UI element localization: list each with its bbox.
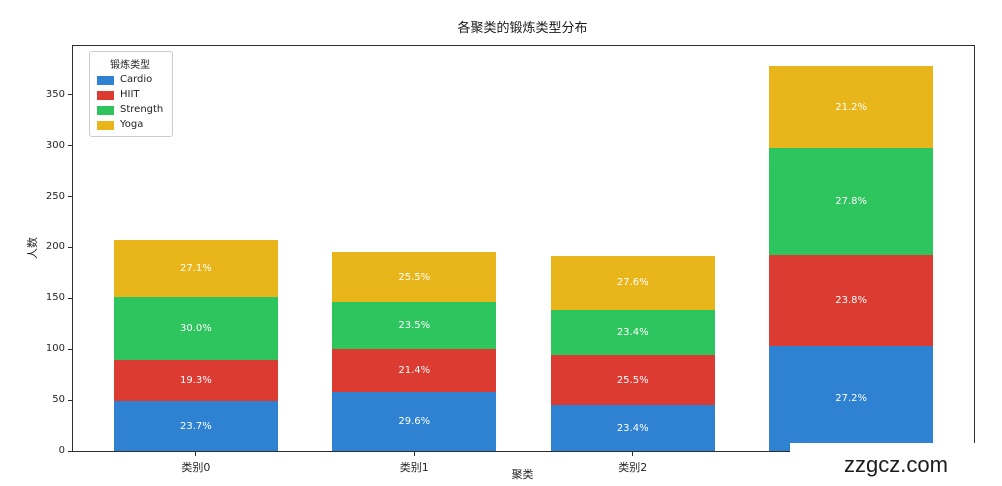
- bar-segment-hiit: 23.8%: [769, 254, 934, 347]
- legend-label: HIIT: [120, 89, 140, 100]
- x-tick-label: 类别2: [618, 461, 648, 474]
- legend-label: Cardio: [120, 74, 153, 85]
- legend-swatch-hiit: [97, 90, 114, 100]
- bar-segment-label: 23.5%: [398, 320, 431, 332]
- bar-segment-label: 23.8%: [835, 294, 868, 306]
- bar-segment-label: 27.6%: [616, 277, 649, 289]
- plot-area: 锻炼类型 Cardio HIIT Strength Yoga 0 50 100 150 200…: [46, 45, 975, 474]
- bar-segment-label: 19.3%: [179, 375, 212, 387]
- legend-label: Yoga: [120, 119, 144, 130]
- bar-segment-label: 23.4%: [616, 326, 649, 338]
- legend-item: HIIT: [97, 89, 163, 101]
- y-tick-label: 100: [45, 343, 65, 355]
- bar-segment-yoga: 21.2%: [769, 66, 934, 148]
- bar-segment-label: 27.8%: [835, 195, 868, 207]
- bar-segment-label: 21.4%: [398, 365, 431, 377]
- x-tick-label: 类别1: [399, 461, 429, 474]
- legend-item: Cardio: [97, 74, 163, 86]
- legend-swatch-strength: [97, 105, 114, 115]
- y-tick-label: 350: [45, 88, 65, 100]
- y-tick-label: 50: [52, 394, 65, 406]
- bar-segment-yoga: 27.1%: [113, 240, 278, 298]
- y-tick-mark: [68, 145, 73, 147]
- bar-segment-hiit: 19.3%: [113, 360, 278, 402]
- bar-segment-yoga: 25.5%: [332, 251, 497, 303]
- x-tick-mark: [413, 451, 415, 456]
- legend-item: Strength: [97, 104, 163, 116]
- bar-segment-label: 27.1%: [179, 263, 212, 275]
- y-tick-label: 200: [45, 241, 65, 253]
- y-tick-label: 0: [58, 445, 65, 456]
- bar-segment-label: 30.0%: [179, 323, 212, 335]
- bar-segment-strength: 23.4%: [550, 309, 715, 356]
- y-tick-label: 150: [45, 292, 65, 304]
- bar-segment-yoga: 27.6%: [550, 255, 715, 310]
- bar-segment-hiit: 21.4%: [332, 349, 497, 392]
- bar-segment-label: 25.5%: [616, 374, 649, 386]
- y-tick-mark: [68, 196, 73, 198]
- bar-segment-hiit: 25.5%: [550, 355, 715, 406]
- legend-items: Cardio HIIT Strength Yoga: [97, 74, 163, 131]
- y-tick-mark: [68, 246, 73, 248]
- bar-segment-cardio: 29.6%: [332, 391, 497, 451]
- bar-segment-label: 21.2%: [835, 101, 868, 113]
- bar-segment-label: 25.5%: [398, 271, 431, 283]
- bar-segment-label: 27.2%: [835, 393, 868, 405]
- y-tick-label: 300: [45, 139, 65, 151]
- x-axis-label: 聚类: [511, 468, 534, 481]
- y-tick-mark: [68, 450, 73, 452]
- watermark-text: zzgcz.com: [844, 451, 948, 477]
- y-tick-mark: [68, 297, 73, 299]
- bar-segment-label: 23.4%: [616, 422, 649, 434]
- x-tick-label: 类别0: [181, 461, 211, 474]
- bar-segment-cardio: 23.7%: [113, 401, 278, 451]
- bar-segment-label: 23.7%: [179, 420, 212, 432]
- y-tick-mark: [68, 348, 73, 350]
- x-tick-mark: [632, 451, 634, 456]
- bar-segment-strength: 30.0%: [113, 297, 278, 361]
- bar-segment-strength: 23.5%: [332, 302, 497, 350]
- legend-swatch-yoga: [97, 120, 114, 130]
- legend: 锻炼类型 Cardio HIIT Strength Yoga: [89, 51, 174, 137]
- x-tick-mark: [195, 451, 197, 456]
- watermark: zzgcz.com: [790, 443, 1002, 486]
- bar-segment-cardio: 27.2%: [769, 346, 934, 451]
- bar-segment-strength: 27.8%: [769, 147, 934, 255]
- bar-segment-label: 29.6%: [398, 415, 431, 427]
- legend-swatch-cardio: [97, 75, 114, 85]
- legend-label: Strength: [120, 104, 164, 115]
- legend-title: 锻炼类型: [110, 60, 151, 71]
- bar-segment-cardio: 23.4%: [550, 405, 715, 451]
- legend-item: Yoga: [97, 119, 163, 131]
- y-tick-label: 250: [45, 190, 65, 202]
- chart-title: 各聚类的锻炼类型分布: [457, 21, 588, 36]
- y-tick-mark: [68, 94, 73, 96]
- y-tick-mark: [68, 399, 73, 401]
